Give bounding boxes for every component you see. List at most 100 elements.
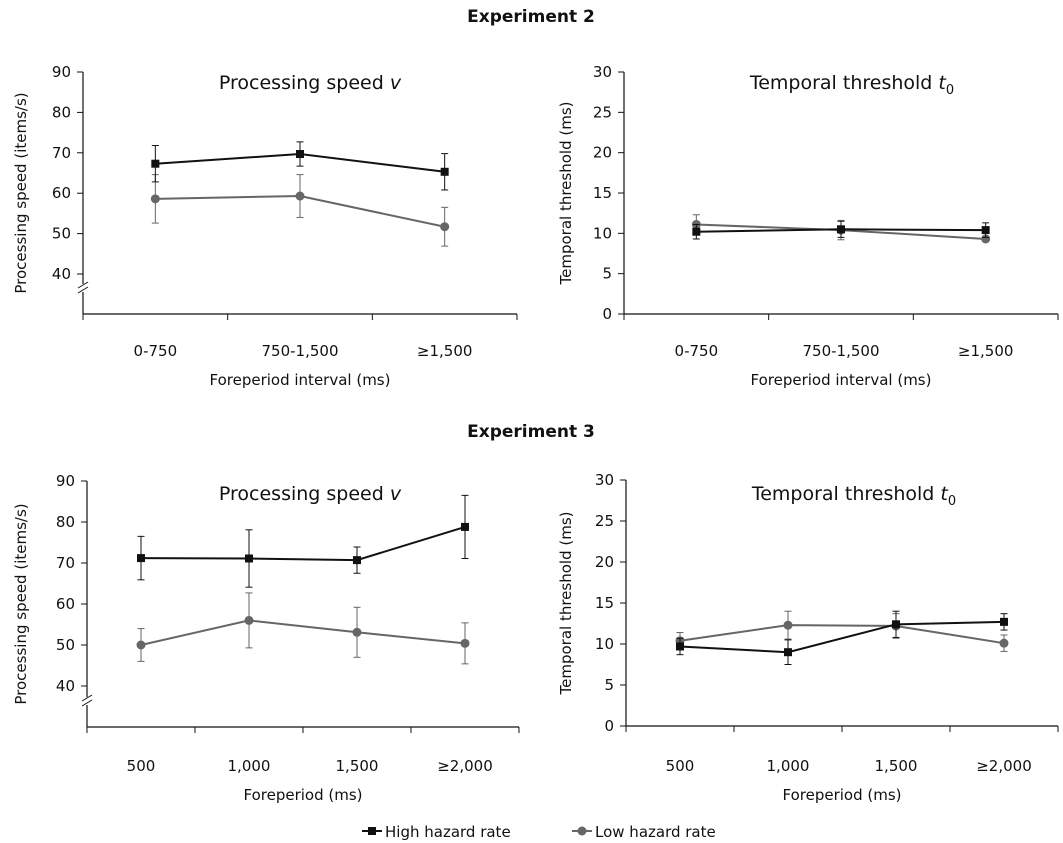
data-point-circle xyxy=(999,638,1009,648)
y-tick-label: 25 xyxy=(595,512,614,530)
y-tick-label: 0 xyxy=(602,305,612,323)
x-axis-label: Foreperiod (ms) xyxy=(782,786,901,804)
series-low-hazard xyxy=(150,174,450,247)
data-point-circle xyxy=(136,640,146,650)
y-tick-label: 70 xyxy=(56,554,75,572)
data-point-circle xyxy=(783,620,793,630)
y-tick-label: 90 xyxy=(56,472,75,490)
y-tick-label: 80 xyxy=(52,103,71,121)
x-tick-label: 500 xyxy=(666,757,695,775)
data-point-square xyxy=(296,150,304,159)
data-point-square xyxy=(892,620,900,629)
data-point-square xyxy=(245,554,253,563)
y-tick-label: 80 xyxy=(56,513,75,531)
legend-low-label: Low hazard rate xyxy=(595,823,716,841)
x-tick-label: ≥2,000 xyxy=(437,757,493,775)
data-point-circle xyxy=(150,194,160,204)
data-point-circle xyxy=(981,234,991,244)
y-tick-label: 40 xyxy=(52,265,71,283)
x-tick-label: 0-750 xyxy=(134,342,178,360)
x-tick-label: 750-1,500 xyxy=(803,342,880,360)
chart-panel-2: 0 5 10 15 20 25 30 0-750 750-1,500 ≥1,500 Foreperi… xyxy=(557,63,1059,389)
y-axis-label: Temporal threshold (ms) xyxy=(557,512,575,696)
x-tick-label: 1,500 xyxy=(875,757,918,775)
y-tick-label: 30 xyxy=(595,471,614,489)
x-tick-label: 1,000 xyxy=(767,757,810,775)
y-tick-label: 20 xyxy=(595,553,614,571)
axis-break-gap xyxy=(83,697,91,705)
x-tick-label: 750-1,500 xyxy=(262,342,339,360)
y-tick-label: 90 xyxy=(52,63,71,81)
y-tick-label: 25 xyxy=(593,103,612,121)
axis-break-mark xyxy=(77,281,89,294)
legend: High hazard rate Low hazard rate xyxy=(362,823,716,841)
y-tick-label: 10 xyxy=(595,635,614,653)
data-point-circle xyxy=(244,615,254,625)
x-tick-label: 1,000 xyxy=(228,757,271,775)
y-tick-label: 40 xyxy=(56,677,75,695)
y-tick-label: 60 xyxy=(52,184,71,202)
data-point-square xyxy=(1000,617,1008,626)
y-tick-label: 15 xyxy=(595,594,614,612)
x-tick-label: 500 xyxy=(127,757,156,775)
series-line xyxy=(679,624,1005,645)
data-point-square xyxy=(676,642,684,651)
chart-panel-1: 40 50 60 70 80 90 0-750 750-1,500 ≥1,500 Foreperi… xyxy=(12,63,518,389)
data-point-circle xyxy=(460,638,470,648)
data-point-square xyxy=(784,648,792,657)
axis-break-mark xyxy=(81,694,93,707)
axis-break-gap xyxy=(79,284,87,292)
y-tick-label: 10 xyxy=(593,224,612,242)
axis-break-line xyxy=(77,286,89,294)
data-point-square xyxy=(151,159,160,168)
panel-title: Temporal threshold t0 xyxy=(751,483,956,509)
x-axis-label: Foreperiod (ms) xyxy=(243,786,362,804)
data-point-square xyxy=(137,554,145,563)
y-axis-label: Processing speed (items/s) xyxy=(12,92,30,293)
x-tick-label: 0-750 xyxy=(675,342,719,360)
data-point-square xyxy=(692,227,701,236)
data-point-square xyxy=(461,522,469,531)
data-point-circle xyxy=(440,222,450,232)
data-point-square xyxy=(440,167,449,176)
data-point-square xyxy=(981,226,990,235)
x-tick-label: ≥2,000 xyxy=(976,757,1032,775)
y-tick-label: 50 xyxy=(52,225,71,243)
x-tick-label: ≥1,500 xyxy=(958,342,1014,360)
panel-title: Processing speed v xyxy=(219,483,402,505)
x-tick-label: ≥1,500 xyxy=(417,342,473,360)
legend-high-marker xyxy=(368,827,376,835)
series-high-hazard xyxy=(676,610,1008,665)
chart-panel-3: 40 50 60 70 80 90 500 1,000 1,500 ≥2,000 Foreperio… xyxy=(12,472,520,804)
experiment-3-title: Experiment 3 xyxy=(467,422,595,442)
legend-low-marker xyxy=(577,826,587,836)
x-axis-label: Foreperiod interval (ms) xyxy=(210,371,391,389)
series-high-hazard xyxy=(692,220,990,240)
panel-title: Temporal threshold t0 xyxy=(749,72,954,98)
data-point-square xyxy=(837,225,845,234)
x-axis-label: Foreperiod interval (ms) xyxy=(751,371,932,389)
y-tick-label: 5 xyxy=(602,265,612,283)
y-tick-label: 5 xyxy=(604,676,614,694)
axis-break-line xyxy=(81,694,93,702)
series-high-hazard xyxy=(151,141,449,191)
y-tick-label: 50 xyxy=(56,636,75,654)
y-tick-label: 70 xyxy=(52,144,71,162)
experiment-2-title: Experiment 2 xyxy=(467,7,595,27)
legend-high-label: High hazard rate xyxy=(385,823,511,841)
y-tick-label: 20 xyxy=(593,144,612,162)
x-tick-label: 1,500 xyxy=(336,757,379,775)
y-tick-label: 60 xyxy=(56,595,75,613)
series-high-hazard xyxy=(137,494,469,588)
series-line xyxy=(140,619,466,646)
chart-panel-4: 0 5 10 15 20 25 30 500 1,000 1,500 ≥2,000 Foreperio… xyxy=(557,471,1059,804)
series-line xyxy=(140,525,466,562)
data-point-square xyxy=(353,556,361,565)
axis-break-line xyxy=(81,699,93,707)
data-point-circle xyxy=(352,627,362,637)
panel-title: Processing speed v xyxy=(219,72,402,94)
y-axis-label: Processing speed (items/s) xyxy=(12,503,30,704)
y-tick-label: 15 xyxy=(593,184,612,202)
